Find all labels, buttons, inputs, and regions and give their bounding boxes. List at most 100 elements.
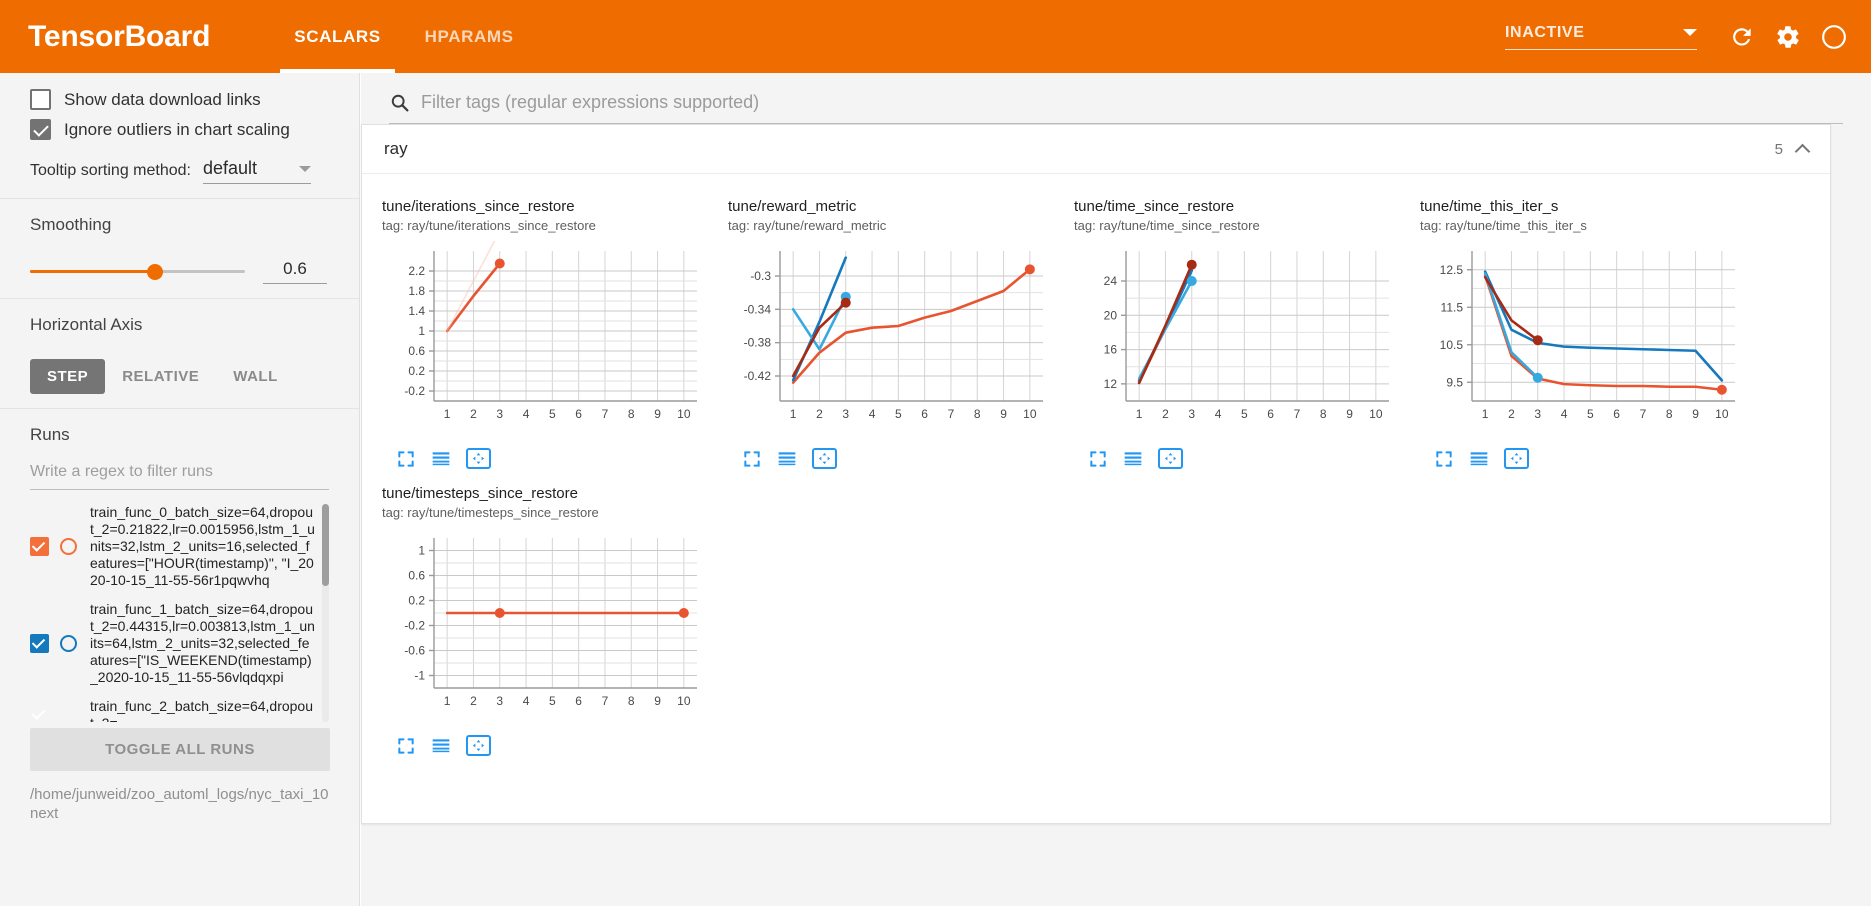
svg-text:8: 8 (628, 407, 635, 421)
help-button[interactable] (1811, 14, 1857, 60)
runs-scrollbar[interactable] (322, 504, 329, 722)
run-name-label: train_func_2_batch_size=64,dropout_2= (90, 698, 314, 722)
svg-text:16: 16 (1104, 343, 1118, 357)
chart-cell: tune/timesteps_since_restore tag: ray/tun… (372, 475, 718, 762)
tag-group-header[interactable]: ray 5 (362, 125, 1830, 174)
chevron-up-icon[interactable] (1794, 143, 1811, 159)
chart-plot[interactable]: -0.2 0.2 0.6 1 1.4 1.8 2.2 1 2 3 4 5 6 7 8 9 10 (382, 230, 708, 442)
svg-text:2.2: 2.2 (408, 264, 425, 278)
search-icon (389, 92, 410, 113)
svg-text:6: 6 (921, 407, 928, 421)
chart-plot[interactable]: -0.42 -0.38 -0.34 -0.3 1 2 3 4 5 6 7 8 9 10 (728, 241, 1054, 442)
chart-cell: tune/iterations_since_restore tag: ray/tu… (372, 188, 718, 475)
svg-text:5: 5 (549, 407, 556, 421)
runs-scrollbar-thumb[interactable] (322, 504, 329, 586)
runs-title: Runs (30, 425, 70, 444)
chart-plot[interactable]: 12 16 20 24 1 2 3 4 5 6 7 8 9 10 (1074, 241, 1400, 442)
svg-text:-0.42: -0.42 (744, 369, 772, 383)
data-selection-icon[interactable] (1504, 448, 1529, 469)
svg-text:3: 3 (496, 694, 503, 708)
toggle-y-log-icon[interactable] (777, 448, 797, 469)
svg-text:0.2: 0.2 (408, 364, 425, 378)
fit-domain-icon[interactable] (396, 448, 416, 469)
run-item[interactable]: train_func_2_batch_size=64,dropout_2= (30, 698, 315, 722)
smoothing-value-input[interactable]: 0.6 (263, 259, 327, 284)
toggle-y-log-icon[interactable] (1469, 448, 1489, 469)
svg-text:4: 4 (869, 407, 876, 421)
show-download-links-checkbox[interactable] (30, 89, 51, 110)
svg-text:20: 20 (1104, 308, 1118, 322)
axis-option-wall[interactable]: WALL (233, 368, 278, 385)
smoothing-slider-fill (30, 270, 155, 273)
run-item[interactable]: train_func_1_batch_size=64,dropout_2=0.4… (30, 601, 315, 686)
tag-group-title: ray (384, 139, 408, 158)
ignore-outliers-row[interactable]: Ignore outliers in chart scaling (30, 119, 329, 140)
reload-status-select[interactable]: INACTIVE (1505, 24, 1697, 50)
svg-text:3: 3 (1188, 407, 1195, 421)
axis-option-relative[interactable]: RELATIVE (122, 368, 200, 385)
svg-text:6: 6 (575, 694, 582, 708)
smoothing-slider-thumb[interactable] (146, 263, 163, 280)
svg-text:9: 9 (1000, 407, 1007, 421)
tag-group-count: 5 (1774, 140, 1783, 158)
chart-plot[interactable]: 9.5 10.5 11.5 12.5 1 2 3 4 5 6 7 8 9 10 (1420, 241, 1746, 442)
svg-text:8: 8 (1666, 407, 1673, 421)
svg-text:5: 5 (1241, 407, 1248, 421)
toggle-y-log-icon[interactable] (431, 448, 451, 469)
svg-text:1: 1 (418, 544, 425, 558)
chevron-down-icon (1683, 29, 1697, 36)
app-brand: TensorBoard (28, 19, 211, 53)
tab-hparams[interactable]: HPARAMS (424, 26, 514, 46)
tag-group-card: ray 5 tune/iterations_since_restore tag: … (361, 124, 1831, 824)
tooltip-sorting-select[interactable]: default (202, 158, 311, 184)
left-sidebar: Show data download links Ignore outliers… (0, 73, 360, 906)
chart-tag: tag: ray/tune/time_since_restore (1074, 218, 1260, 233)
settings-button[interactable] (1765, 14, 1811, 60)
run-color-swatch[interactable] (60, 635, 77, 652)
svg-text:1: 1 (444, 407, 451, 421)
refresh-button[interactable] (1719, 14, 1765, 60)
data-selection-icon[interactable] (812, 448, 837, 469)
chart-title: tune/timesteps_since_restore (382, 485, 578, 502)
run-color-swatch[interactable] (60, 707, 77, 723)
chart-plot[interactable]: -1 -0.6 -0.2 0.2 0.6 1 1 2 3 4 5 6 7 8 9 10 (382, 528, 708, 729)
runs-filter-input[interactable] (30, 459, 329, 490)
chart-toolbar (382, 448, 708, 469)
svg-text:6: 6 (1613, 407, 1620, 421)
fit-domain-icon[interactable] (742, 448, 762, 469)
fit-domain-icon[interactable] (396, 735, 416, 756)
svg-text:9: 9 (654, 694, 661, 708)
smoothing-slider[interactable] (30, 263, 245, 280)
fit-domain-icon[interactable] (1088, 448, 1108, 469)
runs-list: train_func_0_batch_size=64,dropout_2=0.2… (30, 504, 329, 722)
tooltip-sorting-row: Tooltip sorting method: default (30, 158, 329, 184)
reload-status-value: INACTIVE (1505, 23, 1585, 41)
run-checkbox[interactable] (30, 634, 49, 653)
axis-option-step[interactable]: STEP (30, 359, 106, 394)
data-selection-icon[interactable] (466, 448, 491, 469)
show-download-links-label: Show data download links (64, 89, 261, 109)
data-selection-icon[interactable] (466, 735, 491, 756)
tag-filter-bar (389, 91, 1843, 124)
data-selection-icon[interactable] (1158, 448, 1183, 469)
tab-scalars[interactable]: SCALARS (272, 0, 402, 73)
svg-text:10: 10 (1023, 407, 1037, 421)
ignore-outliers-checkbox[interactable] (30, 119, 51, 140)
fit-domain-icon[interactable] (1434, 448, 1454, 469)
tag-filter-input[interactable] (419, 91, 1843, 114)
show-download-links-row[interactable]: Show data download links (30, 89, 329, 110)
run-item[interactable]: train_func_0_batch_size=64,dropout_2=0.2… (30, 504, 315, 589)
svg-text:7: 7 (1640, 407, 1647, 421)
chart-toolbar (382, 735, 708, 756)
toggle-all-runs-button[interactable]: TOGGLE ALL RUNS (30, 728, 330, 771)
run-checkbox[interactable] (30, 706, 49, 723)
svg-text:9: 9 (1346, 407, 1353, 421)
svg-text:1: 1 (1482, 407, 1489, 421)
toggle-y-log-icon[interactable] (431, 735, 451, 756)
svg-text:-0.3: -0.3 (750, 269, 771, 283)
run-checkbox[interactable] (30, 537, 49, 556)
run-color-swatch[interactable] (60, 538, 77, 555)
runs-section: Runs train_func_0_batch_size=64,dropout_… (0, 409, 359, 722)
toggle-y-log-icon[interactable] (1123, 448, 1143, 469)
svg-text:2: 2 (470, 407, 477, 421)
